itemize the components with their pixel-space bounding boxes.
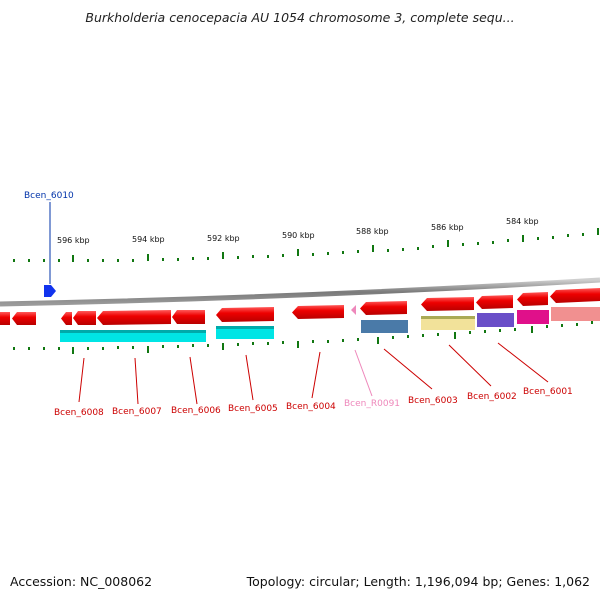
annotation-block [216, 326, 274, 339]
genome-summary: Topology: circular; Length: 1,196,094 bp… [246, 574, 590, 589]
gene-feature-bcen-6010[interactable] [44, 285, 56, 297]
annotation-block [421, 316, 475, 319]
tick-label: 586 kbp [431, 223, 464, 232]
gene-label-bcen-r0091: Bcen_R0091 [344, 399, 400, 409]
gene-label-bcen-6005: Bcen_6005 [228, 404, 278, 414]
accession-label: Accession: NC_008062 [10, 574, 153, 589]
gene-arrow [61, 312, 72, 325]
gene-arrow [0, 312, 10, 325]
gene-arrow [550, 288, 600, 303]
gene-arrows[interactable] [0, 288, 600, 325]
kbp-tick-labels: 596 kbp 594 kbp 592 kbp 590 kbp 588 kbp … [57, 217, 539, 245]
label-leader-lines [49, 202, 549, 405]
gene-arrow [292, 305, 344, 319]
tick-label: 590 kbp [282, 231, 315, 240]
tick-label: 584 kbp [506, 217, 539, 226]
annotation-block [421, 316, 475, 330]
upper-tick-row [13, 228, 599, 262]
gene-arrow [97, 310, 171, 325]
gene-annotation-blocks[interactable] [60, 307, 600, 342]
annotation-block [361, 320, 408, 333]
annotation-block [551, 307, 600, 321]
gene-label-bcen-6002: Bcen_6002 [467, 392, 517, 402]
map-title: Burkholderia cenocepacia AU 1054 chromos… [85, 10, 515, 25]
lower-tick-row [13, 321, 593, 354]
gene-label-bcen-6001: Bcen_6001 [523, 387, 573, 397]
gene-arrow [476, 295, 513, 309]
annotation-block [477, 313, 514, 327]
gene-label-bcen-6006: Bcen_6006 [171, 406, 221, 416]
gene-arrow [12, 312, 36, 325]
gene-arrow [73, 311, 96, 325]
gene-arrow [216, 307, 274, 322]
gene-label-bcen-6008: Bcen_6008 [54, 408, 104, 418]
tick-label: 592 kbp [207, 234, 240, 243]
annotation-block [216, 326, 274, 329]
gene-arrow [421, 297, 474, 311]
gene-arrow [172, 310, 205, 324]
gene-labels[interactable]: Bcen_6010 Bcen_6008 Bcen_6007 Bcen_6006 … [24, 191, 573, 418]
gene-arrow [517, 292, 548, 306]
tick-label: 596 kbp [57, 236, 90, 245]
gene-label-bcen-6004: Bcen_6004 [286, 402, 336, 412]
annotation-block [517, 310, 549, 324]
tick-label: 588 kbp [356, 227, 389, 236]
gene-label-bcen-6003: Bcen_6003 [408, 396, 458, 406]
gene-label-bcen-6007: Bcen_6007 [112, 407, 162, 417]
gene-label-bcen-6010: Bcen_6010 [24, 191, 74, 201]
gene-arrow [360, 301, 407, 315]
tick-label: 594 kbp [132, 235, 165, 244]
gene-arrow-rna [351, 305, 356, 315]
genome-backbone [0, 277, 600, 307]
annotation-block [60, 330, 206, 333]
